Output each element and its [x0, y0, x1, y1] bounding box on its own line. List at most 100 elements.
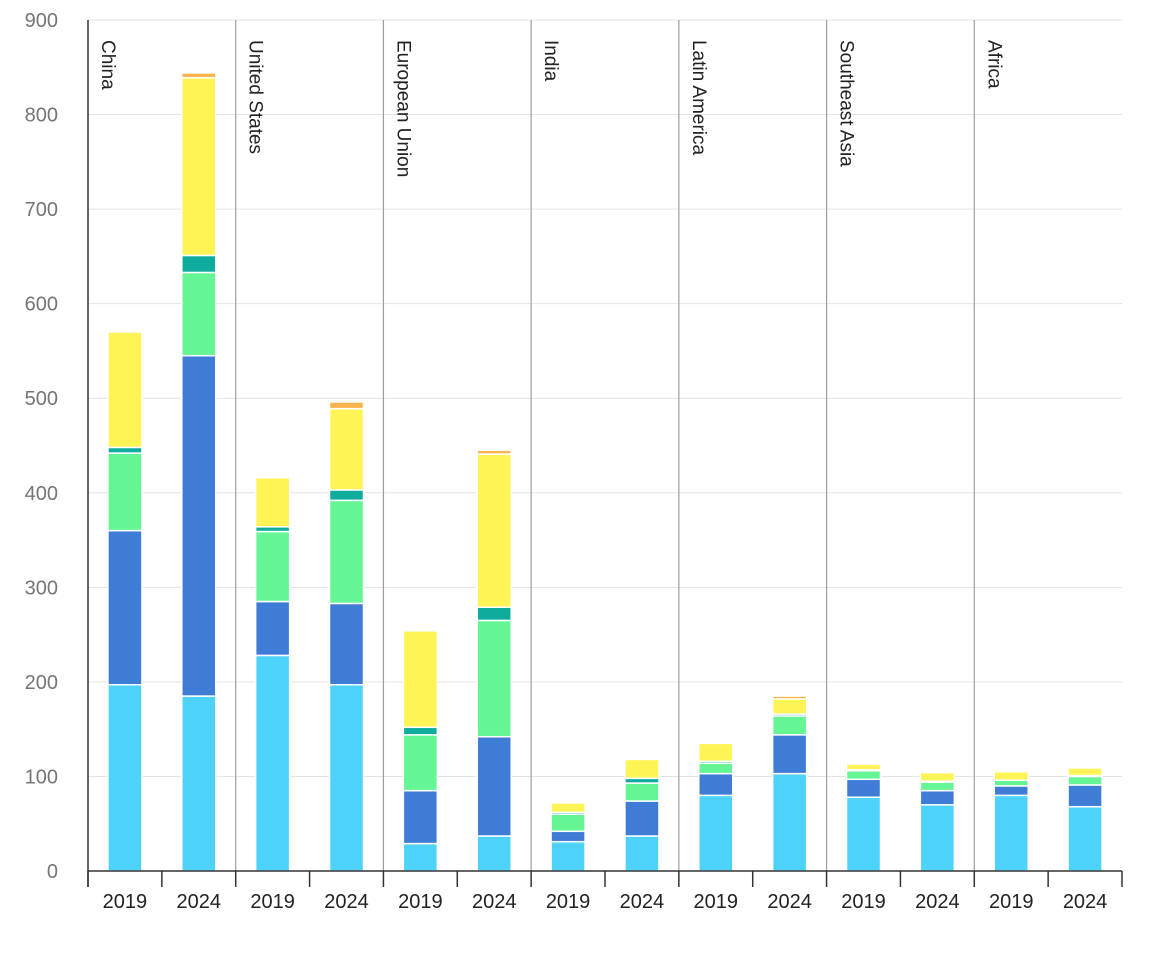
group-label: European Union: [392, 40, 413, 177]
bar-segment: [698, 794, 734, 872]
bar-segment: [771, 695, 808, 700]
bar-segment: [919, 771, 956, 782]
bar-segment: [845, 770, 882, 781]
bar-segment: [476, 835, 512, 872]
bar-segment: [328, 499, 365, 605]
grid-lines: [88, 19, 1122, 777]
bar-segment: [919, 781, 956, 792]
bar-segment: [624, 835, 660, 872]
x-tick-label: 2024: [767, 891, 812, 913]
bar-segment: [181, 271, 217, 357]
bar-segment: [476, 619, 512, 738]
x-tick-label: 2024: [177, 891, 222, 913]
x-tick-label: 2019: [546, 891, 591, 913]
x-tick-label: 2024: [1063, 891, 1108, 913]
bars: [107, 72, 1103, 872]
bar-segment: [550, 802, 586, 814]
y-tick-label: 100: [25, 766, 58, 788]
x-tick-label: 2019: [989, 891, 1034, 913]
group-label: China: [97, 40, 118, 90]
bar-segment: [1067, 784, 1103, 808]
bar-segment: [1067, 775, 1103, 786]
bar-segment: [624, 758, 660, 780]
group-label: Latin America: [688, 40, 709, 156]
bar-segment: [993, 770, 1029, 781]
bar-segment: [550, 840, 586, 872]
y-tick-label: 300: [25, 577, 58, 599]
bar-segment: [181, 72, 217, 79]
bar-segment: [402, 726, 439, 736]
bar-segment: [698, 742, 734, 763]
bar-segment: [254, 654, 291, 872]
bar-segment: [698, 762, 734, 775]
group-separators: [235, 20, 975, 871]
bar-segment: [476, 449, 512, 455]
bar-segment: [181, 76, 217, 257]
bar-segment: [993, 794, 1029, 872]
bar-segment: [254, 530, 291, 603]
group-label: Africa: [983, 40, 1004, 89]
bar-segment: [919, 789, 956, 806]
y-tick-label: 500: [25, 388, 58, 410]
group-label: India: [540, 40, 561, 82]
x-tick-label: 2019: [398, 891, 443, 913]
y-tick-label: 200: [25, 672, 58, 694]
bar-segment: [1067, 767, 1103, 777]
bar-segment: [328, 602, 365, 686]
y-tick-label: 0: [47, 861, 58, 883]
x-tick-label: 2019: [103, 891, 148, 913]
bar-segment: [993, 785, 1029, 797]
x-tick-label: 2024: [620, 891, 665, 913]
bar-segment: [328, 489, 365, 502]
bar-segment: [107, 446, 143, 454]
bar-segment: [181, 695, 217, 872]
x-axis: 2019 2024 2019 2024 2019 2024 2019 2024 2019 2024…: [87, 870, 1123, 913]
group-label: Southeast Asia: [836, 40, 857, 167]
bar-segment: [402, 842, 439, 872]
bar-segment: [476, 735, 512, 837]
bar-segment: [254, 476, 291, 528]
bar-segment: [771, 772, 808, 872]
bar-segment: [771, 698, 808, 715]
bar-segment: [402, 789, 439, 845]
bar-segment: [402, 630, 439, 729]
x-tick-label: 2019: [250, 891, 295, 913]
bar-segment: [181, 254, 217, 274]
bar-segment: [181, 354, 217, 697]
group-label: United States: [245, 40, 266, 154]
bar-segment: [993, 779, 1029, 787]
group-labels: China United States European Union India Lat…: [97, 40, 1004, 177]
bar-segment: [771, 715, 808, 736]
x-tick-label: 2019: [841, 891, 886, 913]
bar-segment: [624, 782, 660, 802]
bar-segment: [476, 606, 512, 622]
y-axis: 0 100 200 300 400 500 600 700 800 900: [25, 10, 89, 887]
bar-segment: [107, 529, 143, 686]
bar-segment: [550, 813, 586, 833]
bar-segment: [328, 401, 365, 410]
bar-segment: [624, 800, 660, 837]
bar-segment: [254, 600, 291, 657]
bar-segment: [107, 331, 143, 449]
bar-segment: [550, 830, 586, 843]
y-tick-label: 900: [25, 10, 58, 32]
bar-segment: [107, 683, 143, 872]
bar-segment: [845, 778, 882, 798]
bar-segment: [845, 763, 882, 771]
bar-segment: [476, 453, 512, 608]
bar-segment: [771, 734, 808, 775]
y-tick-label: 400: [25, 483, 58, 505]
bar-segment: [328, 683, 365, 872]
bar-segment: [1067, 805, 1103, 872]
bar-segment: [328, 407, 365, 491]
y-tick-label: 700: [25, 199, 58, 221]
y-tick-label: 800: [25, 105, 58, 127]
bar-segment: [919, 804, 956, 872]
x-tick-label: 2024: [915, 891, 960, 913]
bar-segment: [402, 734, 439, 792]
x-tick-label: 2024: [324, 891, 369, 913]
bar-segment: [698, 772, 734, 797]
x-tick-label: 2024: [472, 891, 517, 913]
bar-segment: [845, 796, 882, 872]
